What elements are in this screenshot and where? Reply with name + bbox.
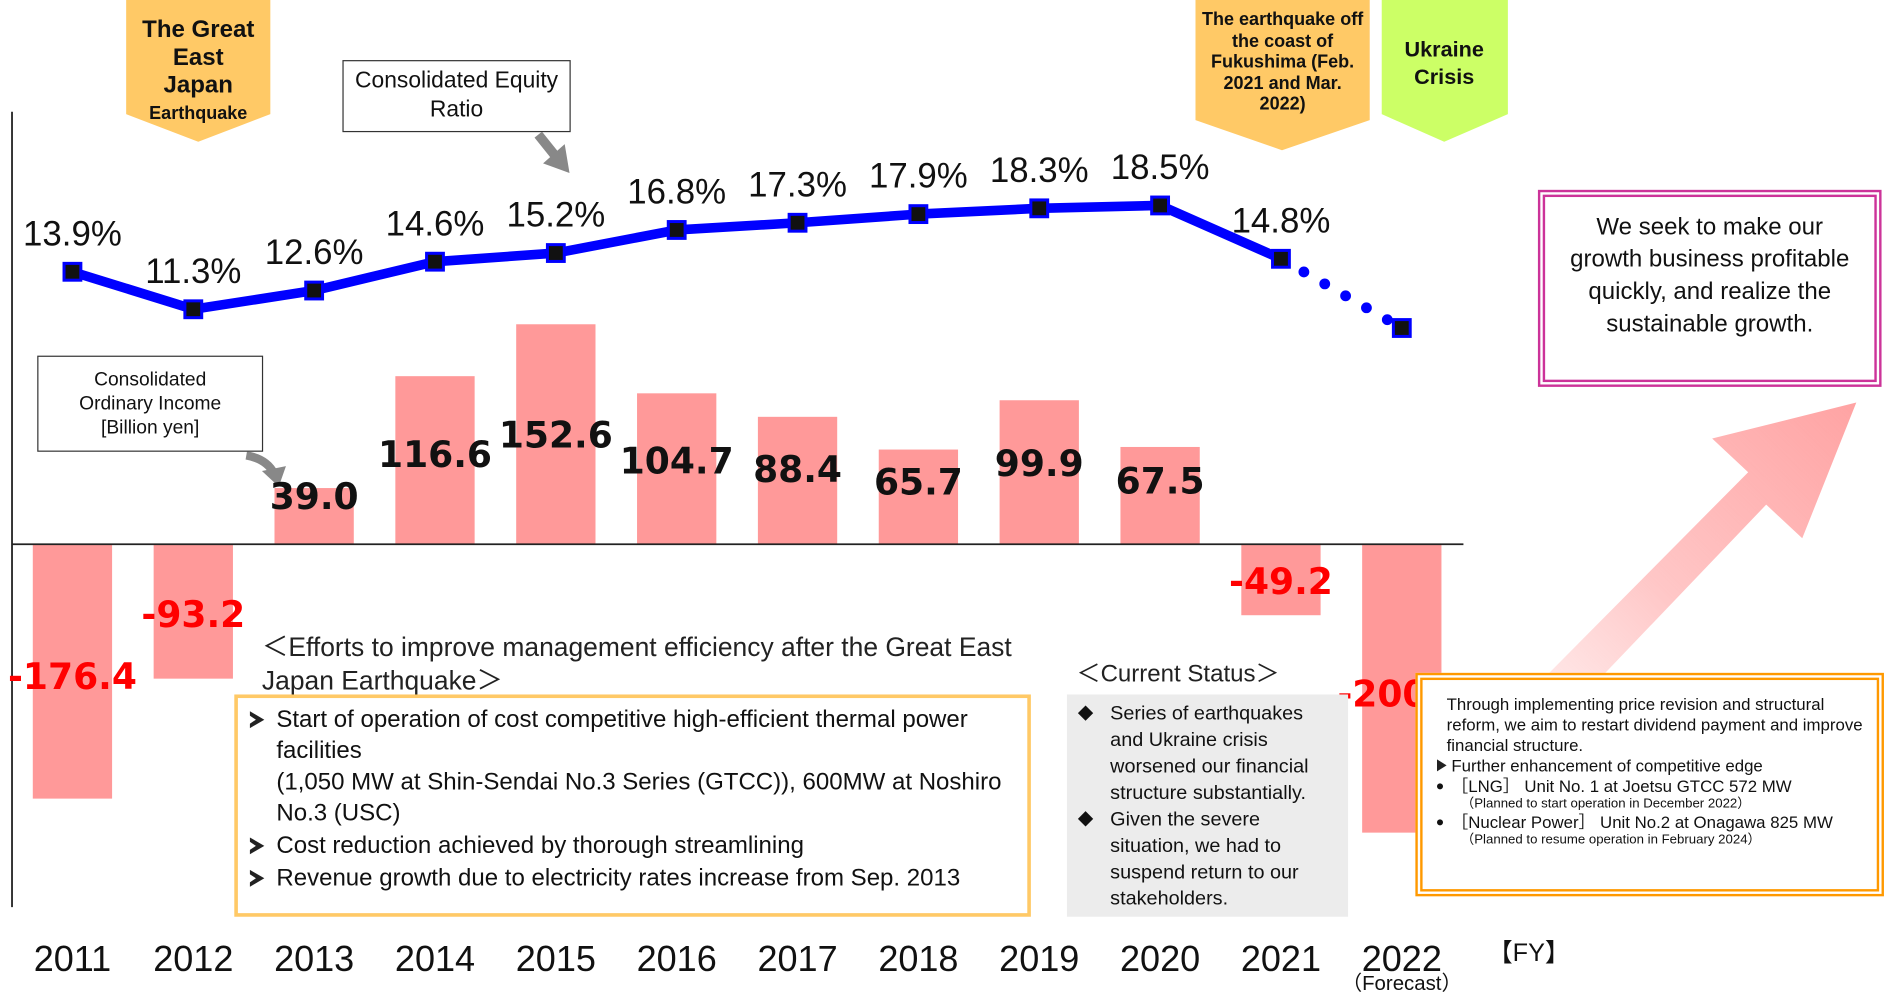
bar-value-label: 65.7 (874, 462, 963, 503)
bar (1241, 544, 1321, 616)
event-label: The earthquake off the coast of Fukushim… (1201, 9, 1364, 115)
outlook-box: Through implementing price revision and … (1415, 672, 1884, 897)
event-label: The Great East Japan (142, 16, 255, 99)
line-value-label: 12.6% (265, 233, 364, 272)
bar-value-label: 152.6 (499, 415, 613, 456)
line-value-label: 13.9% (23, 214, 122, 253)
series-callout: Consolidated Equity Ratio (342, 60, 571, 133)
event-label: Earthquake (149, 103, 248, 124)
event-banner (1381, 0, 1508, 142)
bar-value-label: 99.9 (995, 444, 1084, 485)
status-heading: ＜Current Status＞ (1076, 660, 1280, 688)
outlook-item-text: ［LNG］ Unit No. 1 at Joetsu GTCC 572 MW (1451, 776, 1792, 796)
line-marker (908, 204, 929, 225)
bar-value-label: 67.5 (1116, 461, 1205, 502)
forecast-line (1275, 253, 1408, 334)
line-value-label: 16.8% (627, 173, 726, 212)
bar (32, 544, 113, 799)
bar (153, 544, 233, 679)
bar-value-label: 104.7 (620, 441, 734, 482)
event-label: Ukraine Crisis (1404, 37, 1484, 89)
line-marker (666, 220, 687, 240)
bar (516, 324, 596, 545)
line-marker (1271, 248, 1291, 269)
bar-value-label: 39.0 (270, 477, 359, 518)
line-value-label: 11.3% (145, 252, 241, 291)
x-tick-label: 2012 (153, 938, 233, 979)
series-callout: Consolidated Ordinary Income [Billion ye… (37, 355, 264, 452)
line-marker (1150, 195, 1171, 216)
x-tick-label: 2020 (1120, 938, 1200, 979)
bar (274, 488, 354, 545)
bar-value-label: 88.4 (753, 450, 842, 491)
bar (1120, 446, 1200, 545)
line-value-label: 15.2% (506, 196, 605, 235)
line-marker (787, 212, 808, 233)
x-tick-label: 2021 (1241, 938, 1321, 979)
x-tick-label: 2011 (34, 938, 111, 979)
x-tick-label: 2022 (1362, 938, 1442, 979)
event-banner (1195, 0, 1370, 151)
x-tick-label: 2018 (878, 938, 958, 979)
x-axis-label: 【FY】 (1487, 939, 1570, 967)
x-tick-label: 2017 (757, 938, 837, 979)
bar (757, 416, 838, 545)
line-marker (1029, 198, 1050, 219)
x-tick-label: 2016 (637, 938, 717, 979)
bar-value-label: -176.4 (8, 657, 137, 698)
line-marker (425, 251, 445, 272)
efforts-item-text: Cost reduction achieved by thorough stre… (276, 832, 804, 860)
line-marker (62, 261, 83, 282)
efforts-box: Start of operation of cost competitive h… (234, 694, 1031, 917)
efforts-item-text: Start of operation of cost competitive h… (276, 706, 968, 765)
bar (999, 400, 1079, 545)
outlook-item-note: （Planned to start operation in December … (1461, 796, 1751, 812)
category-note: （Forecast） (1342, 972, 1462, 995)
line-value-label: 14.6% (386, 204, 485, 243)
line-marker (304, 280, 325, 301)
bar-value-label: -49.2 (1229, 562, 1333, 603)
bar (395, 376, 475, 545)
line-value-label: 14.8% (1232, 201, 1331, 240)
efforts-item-detail: (1,050 MW at Shin-Sendai No.3 Series (GT… (276, 768, 1002, 827)
efforts-heading: ＜Efforts to improve management efficienc… (261, 631, 1012, 696)
status-item: Series of earthquakes and Ukraine crisis… (1069, 700, 1341, 806)
line-value-label: 17.3% (748, 165, 847, 204)
line-marker (545, 243, 566, 263)
efforts-item: Cost reduction achieved by thorough stre… (240, 830, 1017, 861)
status-box: Series of earthquakes and Ukraine crisis… (1066, 694, 1349, 917)
efforts-item: Revenue growth due to electricity rates … (240, 863, 1017, 894)
bar-value-label: -93.2 (141, 595, 245, 636)
outlook-item-note: （Planned to resume operation in February… (1461, 832, 1761, 848)
bar (878, 449, 959, 545)
bar-value-label: 116.6 (378, 435, 492, 476)
x-tick-label: 2013 (274, 938, 354, 979)
outlook-item: ［Nuclear Power］ Unit No.2 at Onagawa 825… (1430, 812, 1872, 848)
status-item: Given the severe situation, we had to su… (1069, 806, 1341, 912)
x-tick-label: 2019 (999, 938, 1079, 979)
goal-box: We seek to make our growth business prof… (1537, 189, 1882, 387)
bar (637, 393, 717, 545)
outlook-heading: Further enhancement of competitive edge (1430, 756, 1872, 776)
efforts-item: Start of operation of cost competitive h… (240, 704, 1017, 829)
event-banner (126, 0, 271, 142)
line-value-label: 18.3% (990, 151, 1089, 190)
callout-arrow (245, 131, 570, 487)
line-value-label: 18.5% (1111, 148, 1210, 187)
outlook-item-text: ［Nuclear Power］ Unit No.2 at Onagawa 825… (1451, 812, 1833, 832)
line-marker (1391, 318, 1412, 338)
outlook-item: ［LNG］ Unit No. 1 at Joetsu GTCC 572 MW （P… (1430, 776, 1872, 812)
line-marker (183, 299, 204, 320)
line-value-label: 17.9% (869, 157, 968, 196)
efforts-item-text: Revenue growth due to electricity rates … (276, 865, 961, 892)
outlook-intro: Through implementing price revision and … (1446, 694, 1863, 755)
x-tick-label: 2014 (395, 938, 475, 979)
x-tick-label: 2015 (516, 938, 596, 979)
